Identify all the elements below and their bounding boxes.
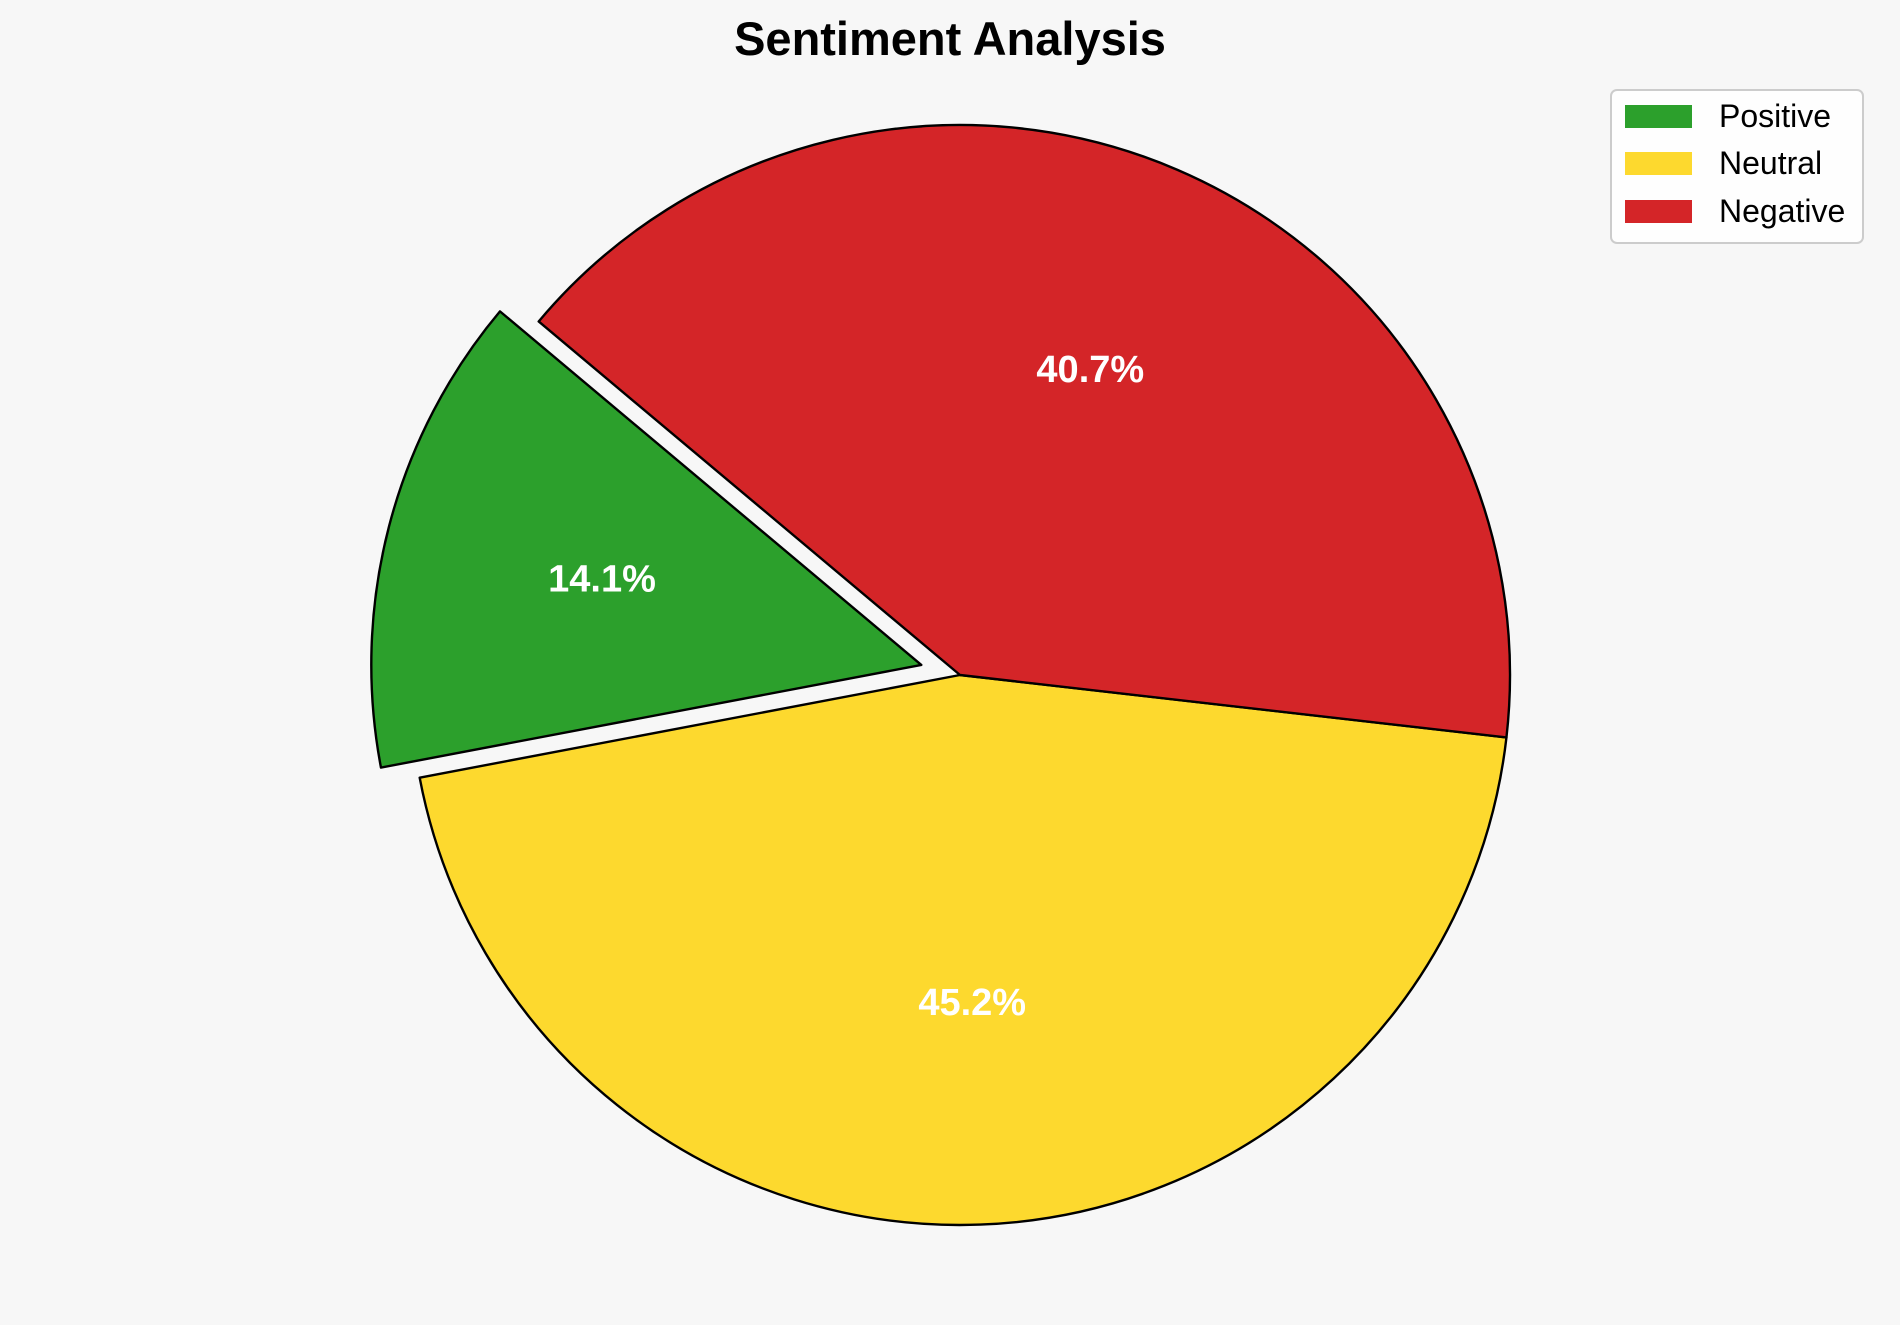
pie-slices — [370, 123, 1512, 1227]
chart-title: Sentiment Analysis — [734, 12, 1166, 65]
pie-slice-neutral — [418, 673, 1508, 1227]
legend-label-neutral: Neutral — [1719, 145, 1822, 181]
legend-swatch-negative — [1625, 200, 1692, 223]
pie-slice-positive — [370, 310, 923, 769]
legend-swatch-neutral — [1625, 152, 1692, 175]
pie-slice-negative — [537, 123, 1512, 739]
pie-label-negative: 40.7% — [1036, 349, 1144, 391]
legend-swatch-positive — [1625, 105, 1692, 128]
pie-label-positive: 14.1% — [548, 559, 656, 601]
pie-label-neutral: 45.2% — [918, 982, 1026, 1024]
legend-label-positive: Positive — [1719, 98, 1831, 134]
pie-value-labels: 14.1% 45.2% 40.7% — [548, 349, 1144, 1024]
legend: Positive Neutral Negative — [1610, 89, 1864, 244]
legend-label-negative: Negative — [1719, 193, 1845, 229]
